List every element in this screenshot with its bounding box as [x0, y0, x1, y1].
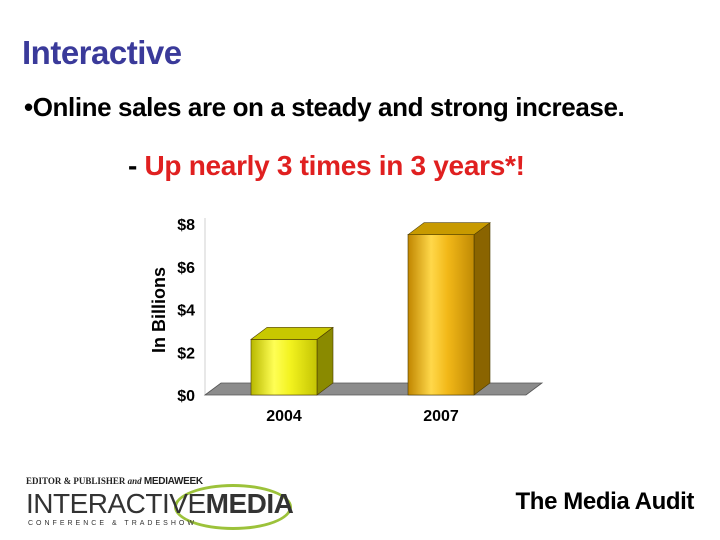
y-tick-label: $2: [177, 345, 195, 362]
logo-wordmark: INTERACTIVEMEDIA: [26, 488, 294, 520]
logo-publishers: EDITOR & PUBLISHER and MEDIAWEEK: [26, 476, 203, 487]
subtitle-dash: -: [128, 150, 145, 181]
bar-group: [250, 222, 491, 396]
x-tick-label: 2007: [423, 408, 459, 425]
y-axis-label: In Billions: [149, 267, 169, 353]
subtitle: - Up nearly 3 times in 3 years*!: [128, 150, 525, 182]
logo-swoosh: [174, 484, 292, 530]
subtitle-highlight: Up nearly 3 times in 3 years*!: [144, 150, 525, 181]
source-label: The Media Audit: [515, 488, 695, 515]
logo-and: and: [127, 476, 142, 486]
bar: [407, 234, 475, 396]
logo-publisher-b: MEDIAWEEK: [143, 476, 203, 487]
y-tick-label: $6: [177, 260, 195, 277]
y-tick-label: $4: [177, 303, 195, 320]
x-tick-labels: 2004 2007: [266, 408, 459, 425]
y-tick-label: $0: [177, 388, 195, 405]
slide-title: Interactive: [22, 34, 182, 71]
logo-publisher-a: EDITOR & PUBLISHER: [26, 476, 126, 486]
bar-top: [407, 222, 491, 235]
y-tick-labels: $0 $2 $4 $6 $8: [177, 217, 195, 405]
logo-tagline: CONFERENCE & TRADESHOW: [28, 520, 197, 527]
bar-top: [250, 327, 334, 340]
logo-word-interactive: INTERACTIVE: [26, 488, 206, 519]
logo-word-media: MEDIA: [205, 488, 294, 519]
bullet-text: •Online sales are on a steady and strong…: [24, 92, 625, 122]
y-tick-label: $8: [177, 217, 195, 234]
bar-side: [473, 222, 491, 396]
x-tick-label: 2004: [266, 408, 302, 425]
conference-logo: EDITOR & PUBLISHER and MEDIAWEEK INTERAC…: [26, 476, 294, 536]
bar: [250, 339, 318, 396]
